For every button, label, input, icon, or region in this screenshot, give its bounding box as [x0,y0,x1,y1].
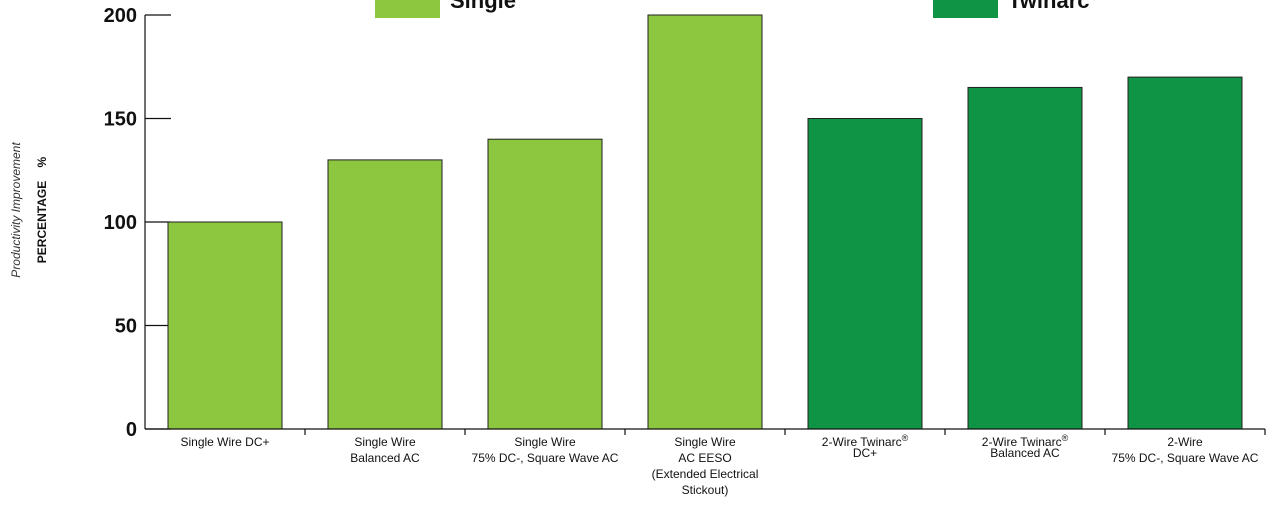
y-tick-label: 100 [104,212,137,234]
bar [167,221,283,430]
y-tick-label: 50 [115,316,137,338]
legend-label: Twinarc® [1008,0,1100,13]
x-tick-label: 2-Wire Twinarc® DC+ [822,433,909,460]
x-tick-label: Single Wire 75% DC-, Square Wave AC [472,435,619,465]
x-tick-label: 2-Wire Twinarc® Balanced AC [982,433,1069,460]
bar [967,86,1083,430]
chart-axes [144,15,1266,435]
legend-label: Single [450,0,516,13]
bar [807,118,923,430]
x-tick-label: 2-Wire 75% DC-, Square Wave AC [1112,435,1259,465]
y-axis-label-bold: PERCENTAGE % [35,156,49,263]
x-tick-label: Single Wire DC+ [180,435,269,449]
bar [1127,76,1243,430]
y-axis-label-group: Productivity Improvement PERCENTAGE % [9,142,49,278]
chart-legend: Single Twinarc® [375,0,1100,18]
y-axis-ticks: 0 50 100 150 200 [104,5,171,441]
y-tick-label: 200 [104,5,137,27]
y-tick-label: 150 [104,109,137,131]
y-axis-label-main: PERCENTAGE [35,181,49,263]
bar [487,138,603,430]
bar-series [167,14,1243,430]
x-tick-label: Single Wire AC EESO (Extended Electrical St… [652,435,759,497]
bar [327,159,443,430]
x-tick-label: Single Wire Balanced AC [350,435,420,465]
legend-swatch [933,0,998,18]
x-axis-tick-labels: Single Wire DC+ Single Wire Balanced AC Sin… [180,433,1258,497]
bar [647,14,763,430]
y-axis-label-italic: Productivity Improvement [9,142,23,278]
y-tick-label: 0 [126,419,137,441]
legend-swatch [375,0,440,18]
y-axis-label-unit: % [35,156,49,167]
